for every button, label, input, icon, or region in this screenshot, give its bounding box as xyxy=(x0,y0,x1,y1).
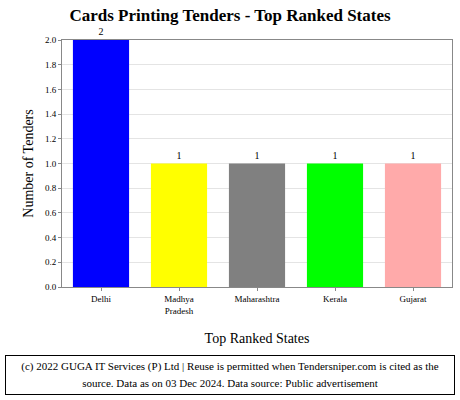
svg-text:2.0: 2.0 xyxy=(45,35,57,45)
svg-text:1.4: 1.4 xyxy=(45,109,57,119)
svg-text:Cards Printing Tenders - Top R: Cards Printing Tenders - Top Ranked Stat… xyxy=(69,6,391,25)
svg-text:Kerala: Kerala xyxy=(323,294,347,304)
svg-text:1: 1 xyxy=(177,150,182,161)
svg-text:Gujarat: Gujarat xyxy=(400,294,427,304)
svg-text:1: 1 xyxy=(411,150,416,161)
svg-text:MadhyaPradesh: MadhyaPradesh xyxy=(164,294,194,316)
svg-text:0.0: 0.0 xyxy=(45,282,57,292)
svg-text:2: 2 xyxy=(99,26,104,37)
svg-text:1.8: 1.8 xyxy=(45,60,57,70)
svg-text:Top Ranked States: Top Ranked States xyxy=(205,331,310,346)
svg-text:0.4: 0.4 xyxy=(45,233,57,243)
svg-text:Number of Tenders: Number of Tenders xyxy=(21,109,36,217)
svg-text:1: 1 xyxy=(333,150,338,161)
svg-text:1.0: 1.0 xyxy=(45,159,57,169)
svg-text:1.2: 1.2 xyxy=(45,134,56,144)
svg-text:0.8: 0.8 xyxy=(45,183,57,193)
svg-text:1: 1 xyxy=(255,150,260,161)
svg-text:0.2: 0.2 xyxy=(45,257,56,267)
svg-text:Maharashtra: Maharashtra xyxy=(235,294,280,304)
svg-text:1.6: 1.6 xyxy=(45,85,57,95)
svg-text:0.6: 0.6 xyxy=(45,208,57,218)
svg-text:Delhi: Delhi xyxy=(91,294,111,304)
html-text:(c) 2022 GUGA IT Services (P): (c) 2022 GUGA IT Services (P) Ltd | Reus… xyxy=(21,360,439,389)
